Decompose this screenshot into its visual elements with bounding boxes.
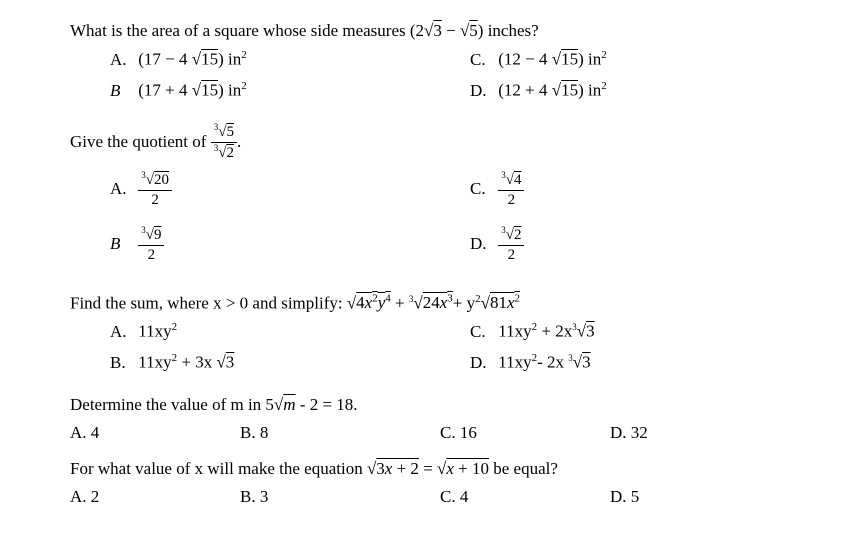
question-1: What is the area of a square whose side …	[70, 20, 771, 110]
question-4: Determine the value of m in 5√m - 2 = 18…	[70, 394, 771, 444]
option-1b: B (17 + 4 √15) in2	[110, 79, 470, 102]
option-2d: D. 3√22	[470, 225, 770, 266]
question-3-options: A. 11xy2 C. 11xy2 + 2x3√3 B. 11xy2 + 3x …	[70, 320, 771, 382]
option-2c: C. 3√42	[470, 170, 770, 211]
question-5-options: A. 2 B. 3 C. 4 D. 5	[70, 486, 771, 508]
q2-fraction: 3√5 3√2	[211, 122, 237, 164]
label-b: B	[110, 80, 134, 102]
q2-prefix: Give the quotient of	[70, 132, 206, 151]
option-1d: D. (12 + 4 √15) in2	[470, 79, 770, 102]
label-c: C.	[470, 178, 494, 200]
question-1-text: What is the area of a square whose side …	[70, 20, 771, 42]
option-4b: B. 8	[240, 422, 440, 444]
label-c: C.	[470, 321, 494, 343]
option-4a: A. 4	[70, 422, 240, 444]
option-4d: D. 32	[610, 422, 730, 444]
option-3d: D. 11xy2- 2x 3√3	[470, 351, 770, 374]
question-4-options: A. 4 B. 8 C. 16 D. 32	[70, 422, 771, 444]
question-2-options: A. 3√202 C. 3√42 B 3√92 D. 3√22	[70, 170, 771, 280]
question-3: Find the sum, where x > 0 and simplify: …	[70, 292, 771, 382]
option-3b: B. 11xy2 + 3x √3	[110, 351, 470, 374]
question-5-text: For what value of x will make the equati…	[70, 458, 771, 480]
label-c: C.	[470, 49, 494, 71]
q2-frac-den: 3√2	[211, 143, 237, 164]
option-5b: B. 3	[240, 486, 440, 508]
option-4c: C. 16	[440, 422, 610, 444]
label-bdot: B.	[110, 352, 134, 374]
question-5: For what value of x will make the equati…	[70, 458, 771, 508]
question-2-text: Give the quotient of 3√5 3√2 .	[70, 122, 771, 164]
label-d: D.	[470, 233, 494, 255]
label-a: A.	[110, 321, 134, 343]
question-1-options: A. (17 − 4 √15) in2 C. (12 − 4 √15) in2 …	[70, 48, 771, 110]
option-5d: D. 5	[610, 486, 730, 508]
option-1c: C. (12 − 4 √15) in2	[470, 48, 770, 71]
option-2a: A. 3√202	[110, 170, 470, 211]
option-5c: C. 4	[440, 486, 610, 508]
option-1a: A. (17 − 4 √15) in2	[110, 48, 470, 71]
label-a: A.	[110, 178, 134, 200]
q2-frac-num: 3√5	[211, 122, 237, 144]
label-a: A.	[110, 49, 134, 71]
question-3-text: Find the sum, where x > 0 and simplify: …	[70, 292, 771, 315]
option-2b: B 3√92	[110, 225, 470, 266]
option-3a: A. 11xy2	[110, 320, 470, 343]
option-3c: C. 11xy2 + 2x3√3	[470, 320, 770, 343]
label-d: D.	[470, 80, 494, 102]
question-2: Give the quotient of 3√5 3√2 . A. 3√202 …	[70, 122, 771, 280]
label-d: D.	[470, 352, 494, 374]
option-5a: A. 2	[70, 486, 240, 508]
question-4-text: Determine the value of m in 5√m - 2 = 18…	[70, 394, 771, 416]
label-b: B	[110, 233, 134, 255]
